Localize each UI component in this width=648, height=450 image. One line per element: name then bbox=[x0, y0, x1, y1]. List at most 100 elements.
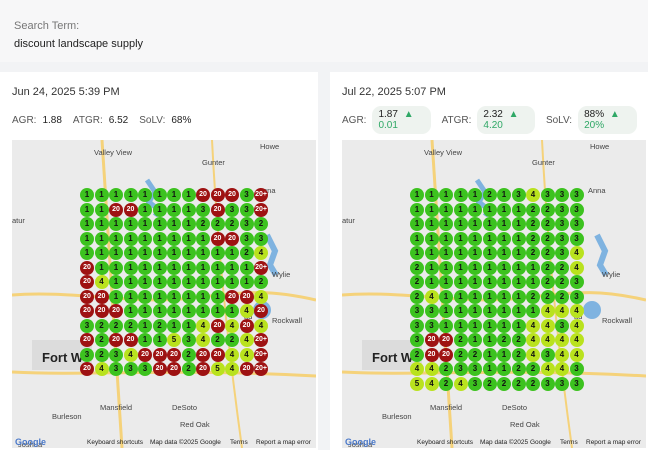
rank-pin[interactable]: 3 bbox=[138, 362, 152, 376]
rank-pin[interactable]: 1 bbox=[138, 202, 152, 217]
rank-pin[interactable]: 1 bbox=[526, 304, 540, 318]
rank-pin[interactable]: 2 bbox=[540, 260, 555, 275]
rank-pin[interactable]: 1 bbox=[123, 231, 138, 246]
rank-pin[interactable]: 1 bbox=[109, 231, 123, 246]
rank-pin[interactable]: 3 bbox=[239, 231, 254, 246]
rank-pin[interactable]: 3 bbox=[569, 217, 584, 231]
rank-pin[interactable]: 2 bbox=[94, 347, 109, 362]
rank-pin[interactable]: 1 bbox=[482, 333, 497, 347]
rank-pin[interactable]: 1 bbox=[497, 188, 511, 202]
rank-pin[interactable]: 1 bbox=[138, 188, 152, 202]
rank-pin[interactable]: 1 bbox=[424, 217, 439, 231]
rank-pin[interactable]: 4 bbox=[555, 362, 569, 376]
rank-pin[interactable]: 1 bbox=[424, 202, 439, 217]
rank-pin[interactable]: 1 bbox=[167, 318, 181, 333]
rank-pin[interactable]: 20 bbox=[439, 333, 453, 347]
rank-pin[interactable]: 20 bbox=[94, 289, 109, 304]
rank-pin[interactable]: 20 bbox=[239, 362, 254, 376]
terms-link[interactable]: Terms bbox=[560, 439, 578, 446]
rank-pin[interactable]: 2 bbox=[497, 333, 511, 347]
rank-pin[interactable]: 1 bbox=[482, 217, 497, 231]
rank-pin[interactable]: 2 bbox=[94, 333, 109, 347]
rank-pin[interactable]: 1 bbox=[109, 217, 123, 231]
rank-pin[interactable]: 2 bbox=[540, 246, 555, 260]
rank-pin[interactable]: 1 bbox=[167, 231, 181, 246]
rank-pin[interactable]: 1 bbox=[439, 246, 453, 260]
rank-pin[interactable]: 20 bbox=[254, 304, 268, 318]
rank-pin[interactable]: 1 bbox=[94, 246, 109, 260]
rank-pin[interactable]: 3 bbox=[540, 188, 555, 202]
rank-pin[interactable]: 1 bbox=[482, 289, 497, 304]
rank-pin[interactable]: 20+ bbox=[254, 188, 268, 202]
rank-pin[interactable]: 4 bbox=[526, 333, 540, 347]
rank-pin[interactable]: 1 bbox=[167, 188, 181, 202]
rank-pin[interactable]: 2 bbox=[439, 362, 453, 376]
rank-pin[interactable]: 1 bbox=[482, 347, 497, 362]
rank-pin[interactable]: 1 bbox=[138, 260, 152, 275]
rank-pin[interactable]: 1 bbox=[94, 260, 109, 275]
rank-pin[interactable]: 4 bbox=[569, 333, 584, 347]
rank-pin[interactable]: 1 bbox=[439, 275, 453, 289]
rank-pin[interactable]: 1 bbox=[482, 202, 497, 217]
rank-pin[interactable]: 3 bbox=[109, 362, 123, 376]
rank-pin[interactable]: 1 bbox=[80, 217, 94, 231]
rank-pin[interactable]: 3 bbox=[181, 333, 196, 347]
rank-pin[interactable]: 1 bbox=[138, 275, 152, 289]
rank-pin[interactable]: 20 bbox=[80, 333, 94, 347]
rank-pin[interactable]: 1 bbox=[138, 318, 152, 333]
rank-pin[interactable]: 1 bbox=[410, 188, 424, 202]
rank-pin[interactable]: 20 bbox=[123, 202, 138, 217]
rank-pin[interactable]: 1 bbox=[239, 275, 254, 289]
rank-pin[interactable]: 20 bbox=[225, 188, 239, 202]
rank-pin[interactable]: 3 bbox=[555, 188, 569, 202]
rank-pin[interactable]: 2 bbox=[410, 289, 424, 304]
rank-pin[interactable]: 1 bbox=[138, 304, 152, 318]
rank-pin[interactable]: 2 bbox=[526, 376, 540, 391]
rank-pin[interactable]: 1 bbox=[453, 217, 468, 231]
rank-pin[interactable]: 1 bbox=[410, 202, 424, 217]
rank-pin[interactable]: 2 bbox=[540, 217, 555, 231]
rank-pin[interactable]: 1 bbox=[123, 275, 138, 289]
rank-pin[interactable]: 2 bbox=[225, 217, 239, 231]
rank-pin[interactable]: 1 bbox=[468, 246, 482, 260]
rank-pin[interactable]: 1 bbox=[210, 275, 225, 289]
rank-pin[interactable]: 3 bbox=[239, 217, 254, 231]
rank-pin[interactable]: 1 bbox=[196, 246, 210, 260]
rank-pin[interactable]: 1 bbox=[210, 246, 225, 260]
report-map-error-link[interactable]: Report a map error bbox=[256, 439, 311, 446]
rank-pin[interactable]: 4 bbox=[540, 333, 555, 347]
rank-pin[interactable]: 1 bbox=[123, 304, 138, 318]
rank-pin[interactable]: 1 bbox=[410, 217, 424, 231]
rank-pin[interactable]: 2 bbox=[526, 362, 540, 376]
rank-pin[interactable]: 1 bbox=[468, 217, 482, 231]
rank-pin[interactable]: 20+ bbox=[254, 333, 268, 347]
rank-pin[interactable]: 1 bbox=[439, 289, 453, 304]
rank-pin[interactable]: 20 bbox=[109, 333, 123, 347]
rank-pin[interactable]: 20 bbox=[80, 362, 94, 376]
rank-pin[interactable]: 1 bbox=[181, 318, 196, 333]
rank-pin[interactable]: 2 bbox=[526, 246, 540, 260]
rank-pin[interactable]: 3 bbox=[555, 231, 569, 246]
rank-pin[interactable]: 4 bbox=[453, 376, 468, 391]
rank-pin[interactable]: 1 bbox=[511, 202, 526, 217]
rank-pin[interactable]: 1 bbox=[225, 275, 239, 289]
rank-pin[interactable]: 2 bbox=[482, 188, 497, 202]
rank-pin[interactable]: 4 bbox=[526, 318, 540, 333]
rank-pin[interactable]: 2 bbox=[526, 231, 540, 246]
rank-pin[interactable]: 1 bbox=[196, 260, 210, 275]
rank-pin[interactable]: 3 bbox=[410, 304, 424, 318]
rank-pin[interactable]: 3 bbox=[196, 202, 210, 217]
rank-pin[interactable]: 2 bbox=[254, 275, 268, 289]
rank-pin[interactable]: 1 bbox=[94, 231, 109, 246]
rank-pin[interactable]: 1 bbox=[453, 188, 468, 202]
rank-pin[interactable]: 3 bbox=[254, 231, 268, 246]
rank-pin[interactable]: 1 bbox=[152, 231, 167, 246]
rank-pin[interactable]: 20 bbox=[225, 289, 239, 304]
rank-pin[interactable]: 1 bbox=[138, 289, 152, 304]
rank-pin[interactable]: 20 bbox=[138, 347, 152, 362]
rank-pin[interactable]: 1 bbox=[511, 304, 526, 318]
rank-pin[interactable]: 20 bbox=[439, 347, 453, 362]
rank-pin[interactable]: 20+ bbox=[254, 362, 268, 376]
rank-pin[interactable]: 20+ bbox=[254, 260, 268, 275]
rank-pin[interactable]: 1 bbox=[439, 188, 453, 202]
